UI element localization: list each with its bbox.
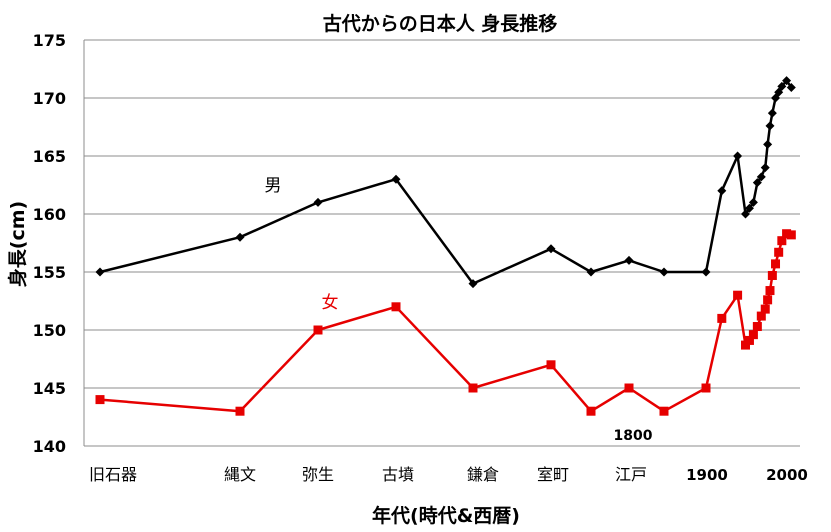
data-point [468,279,478,289]
data-point [767,108,777,118]
x-axis-label: 年代(時代&西暦) [372,504,520,527]
data-point [782,76,792,86]
chart-title: 古代からの日本人 身長推移 [323,12,558,35]
data-point [391,174,401,184]
x-axis-ticks: 旧石器 縄文 弥生 古墳 鎌倉 室町 江戸 1900 2000 [89,465,808,484]
annotation-1800: 1800 [614,428,653,444]
data-point [744,203,754,213]
data-point [765,121,775,131]
data-point [752,178,762,188]
series-line-2 [99,232,792,413]
data-point [717,313,727,323]
x-tick-label: 1900 [686,466,728,484]
x-tick-label: 江戸 [615,465,647,484]
data-point [701,383,711,393]
data-point [771,259,781,269]
data-point [391,302,401,312]
data-point [659,267,669,277]
x-tick-label: 室町 [537,465,569,484]
data-point [313,197,323,207]
data-point [752,322,762,332]
data-point [763,295,773,305]
data-point [586,267,596,277]
data-point [624,383,634,393]
series-group: 男女 [95,76,796,416]
data-point [782,229,792,239]
y-tick-label: 170 [33,89,66,108]
data-point [701,267,711,277]
y-tick-label: 155 [33,263,66,282]
data-point [777,236,787,246]
y-tick-label: 145 [33,379,66,398]
data-point [786,230,796,240]
series-label-2: 女 [322,293,339,313]
y-tick-label: 165 [33,147,66,166]
x-tick-label: 旧石器 [89,465,137,484]
data-point [777,81,787,91]
data-point [756,172,766,182]
series-label-1: 男 [265,176,282,196]
data-point [546,360,556,370]
data-point [741,340,750,350]
data-point [765,286,775,296]
data-point [744,335,754,345]
x-tick-label: 2000 [766,466,808,484]
data-point [763,139,773,149]
data-point [717,186,727,196]
data-point [756,311,766,321]
data-point [235,406,245,416]
data-point [313,325,323,335]
data-point [786,83,796,93]
data-point [767,270,777,280]
data-point [741,209,750,219]
data-point [748,197,758,207]
data-point [95,267,105,277]
data-point [624,255,634,265]
data-point [235,232,245,242]
x-tick-label: 古墳 [382,465,414,484]
gridlines [83,39,800,447]
data-point [760,163,770,173]
data-point [468,383,478,393]
data-point [733,151,743,161]
y-axis-label: 身長(cm) [6,201,29,287]
data-point [546,244,556,254]
x-tick-label: 鎌倉 [467,465,499,484]
x-tick-label: 縄文 [224,465,256,484]
data-point [95,395,105,405]
data-point [748,330,758,340]
y-tick-label: 150 [33,321,66,340]
data-point [760,304,770,314]
y-tick-label: 160 [33,205,66,224]
y-axis-ticks: 140 145 150 155 160 165 170 175 [33,31,66,456]
data-point [659,406,669,416]
data-point [774,247,784,257]
series-line-1 [99,79,793,285]
x-tick-label: 弥生 [302,465,334,484]
data-point [733,290,743,300]
y-tick-label: 175 [33,31,66,50]
data-point [586,406,596,416]
y-tick-label: 140 [33,437,66,456]
